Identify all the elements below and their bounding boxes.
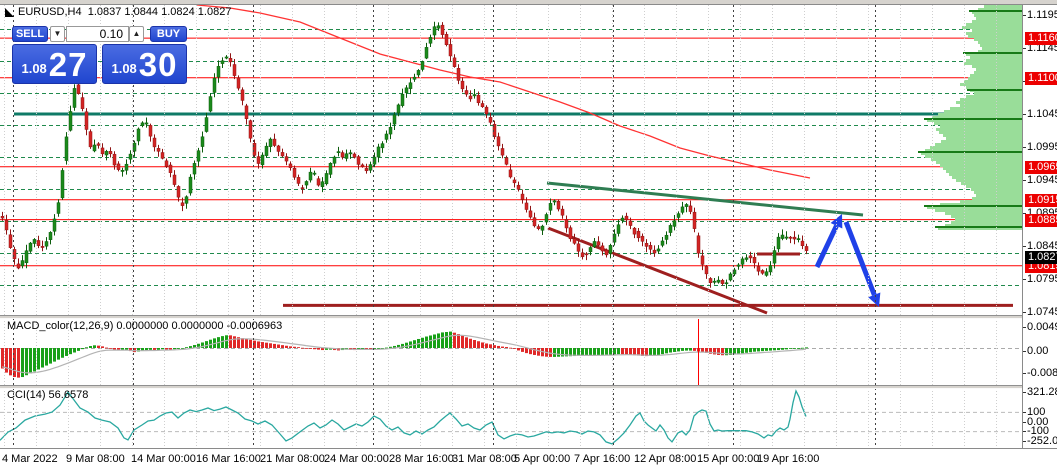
forecast-arrow-up[interactable] [814, 224, 839, 269]
macd-axis-label: -0.0085244 [1027, 367, 1057, 379]
time-axis-label: 21 Mar 08:00 [260, 453, 325, 465]
time-axis-label: 28 Mar 16:00 [389, 453, 454, 465]
time-axis-label: 4 Mar 2022 [2, 453, 58, 465]
time-axis[interactable]: 4 Mar 2022 9 Mar 08:00 14 Mar 00:00 16 Mar … [0, 448, 1057, 469]
sell-price-big: 27 [48, 46, 88, 83]
price-level-tag: 1.1160 [1025, 32, 1057, 46]
price-axis-label: 1.1195 [1027, 9, 1057, 21]
ohlc-values: 1.0837 1.0844 1.0824 1.0827 [87, 6, 232, 18]
time-axis-label: 15 Apr 00:00 [697, 453, 760, 465]
macd-axis-label: 0.00 [1027, 345, 1049, 357]
descending-trendline-upper[interactable] [546, 181, 864, 217]
price-level-tag: 1.0965 [1025, 160, 1057, 174]
price-level-tag: 1.1100 [1025, 71, 1057, 85]
cci-pane[interactable] [0, 389, 1022, 445]
pane-divider-cci[interactable] [0, 385, 1022, 389]
cci-axis-label: 321.2862 [1027, 386, 1057, 398]
price-axis-label: 1.0995 [1027, 141, 1057, 153]
sell-button[interactable]: SELL [12, 26, 48, 42]
volume-decrease-button[interactable]: ▼ [50, 26, 65, 42]
cci-line [0, 389, 807, 445]
cci-axis-label: -100 [1027, 425, 1050, 437]
price-axis-label: 1.0795 [1027, 273, 1057, 285]
time-axis-label: 19 Apr 16:00 [757, 453, 820, 465]
cci-axis-label: 0.00 [1027, 416, 1049, 428]
price-axis-separator [1022, 4, 1023, 448]
window-top-edge [0, 0, 1057, 5]
time-axis-label: 14 Mar 00:00 [131, 453, 196, 465]
cci-indicator-label: CCI(14) 56.6578 [7, 389, 89, 401]
symbol-info: EURUSD,H4 1.0837 1.0844 1.0824 1.0827 [18, 6, 231, 18]
buy-price-small: 1.08 [111, 61, 137, 76]
macd-axis-label: 0.0049544 [1027, 321, 1057, 333]
time-axis-label: 7 Apr 16:00 [574, 453, 631, 465]
time-axis-label: 31 Mar 08:00 [452, 453, 517, 465]
macd-signal-line [1, 334, 807, 374]
sell-price-small: 1.08 [21, 61, 47, 76]
price-axis-label: 1.0845 [1027, 240, 1057, 252]
cci-axis-label: 100 [1027, 406, 1046, 418]
time-axis-label: 16 Mar 16:00 [196, 453, 261, 465]
buy-price-big: 30 [138, 46, 178, 83]
main-price-pane[interactable] [0, 5, 1022, 315]
chevron-up-icon: ▲ [132, 29, 141, 38]
price-level-tag: 1.0915 [1025, 193, 1057, 207]
descending-trendline-lower[interactable] [547, 226, 768, 315]
macd-pane[interactable] [0, 318, 1022, 385]
moving-average-line [196, 5, 811, 179]
price-level-tag: 1.0885 [1025, 213, 1057, 227]
price-axis[interactable]: 1.11951.11451.10951.10451.09951.09451.08… [1023, 0, 1057, 448]
price-axis-label: 1.1045 [1027, 108, 1057, 120]
macd-indicator-label: MACD_color(12,26,9) 0.0000000 0.0000000 … [7, 320, 283, 332]
current-price-tag: 1.0827 [1025, 250, 1057, 264]
cci-axis-label: -252.0865 [1027, 435, 1057, 447]
volume-increase-button[interactable]: ▲ [129, 26, 144, 42]
chart-corner-icon [5, 8, 14, 17]
pane-divider-macd[interactable] [0, 315, 1022, 319]
symbol-timeframe-label: EURUSD,H4 [18, 6, 82, 18]
buy-price-button[interactable]: 1.08 30 [102, 44, 187, 84]
sell-price-button[interactable]: 1.08 27 [12, 44, 97, 84]
volume-input[interactable]: 0.10 [66, 26, 129, 42]
time-axis-label: 5 Apr 00:00 [514, 453, 571, 465]
time-axis-label: 24 Mar 00:00 [324, 453, 389, 465]
price-axis-label: 1.0745 [1027, 306, 1057, 318]
forecast-arrow-down[interactable] [843, 221, 877, 296]
buy-button[interactable]: BUY [150, 26, 187, 42]
chevron-down-icon: ▼ [53, 29, 62, 38]
time-axis-label: 9 Mar 08:00 [66, 453, 125, 465]
time-axis-label: 12 Apr 08:00 [634, 453, 697, 465]
price-axis-label: 1.0945 [1027, 174, 1057, 186]
